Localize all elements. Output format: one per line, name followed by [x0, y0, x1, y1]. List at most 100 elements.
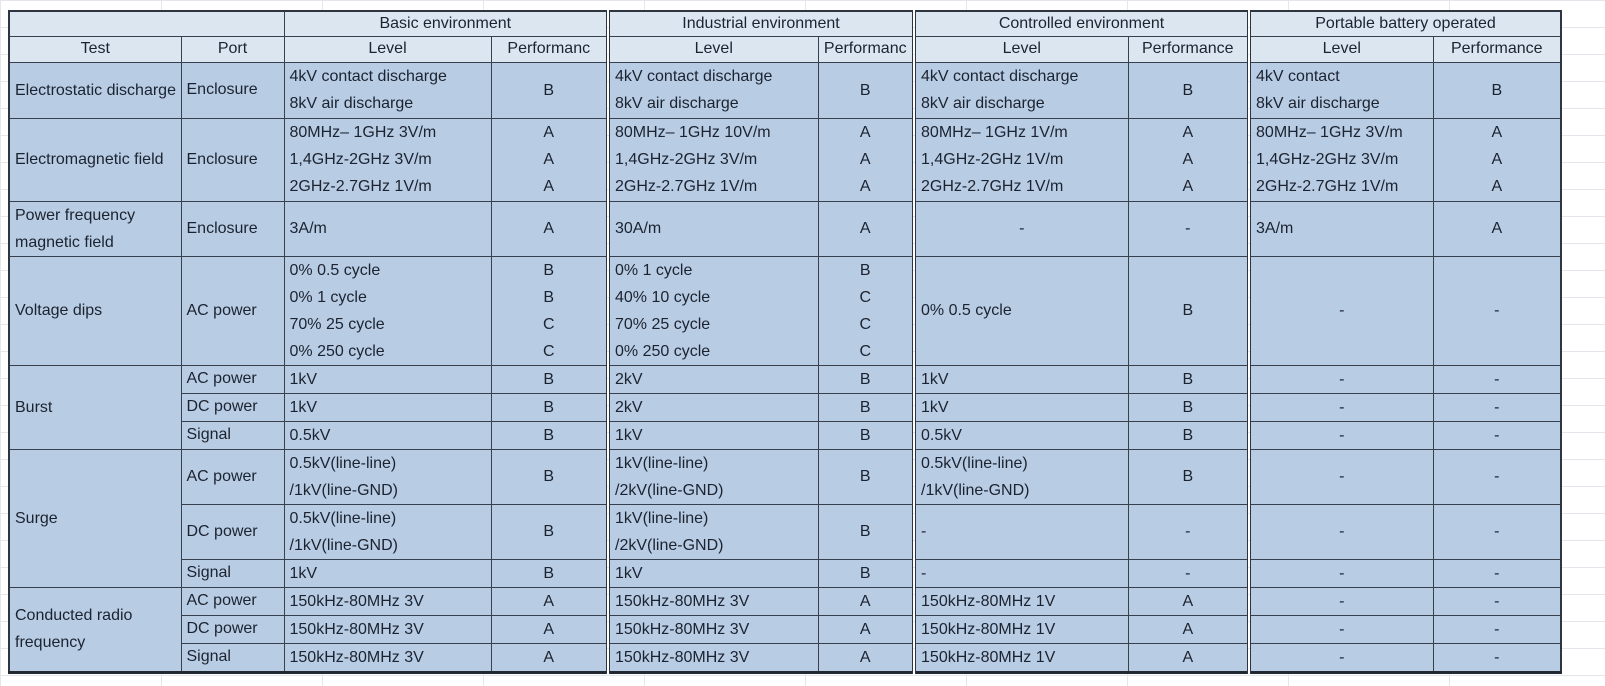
- controlled-level-cell: 0% 0.5 cycle: [912, 255, 1129, 366]
- cell-line: 1kV: [921, 398, 949, 416]
- industrial-level-cell: 150kHz-80MHz 3V: [606, 642, 819, 673]
- cell-line: 1,4GHz-2GHz 3V/m: [289, 151, 432, 168]
- cell-line: -: [1494, 302, 1500, 319]
- port-cell: Signal: [180, 420, 285, 450]
- port-cell: Signal: [180, 558, 285, 588]
- cell-line: B: [543, 370, 555, 388]
- cell-line: -: [1494, 398, 1500, 416]
- port-cell: AC power: [180, 586, 285, 616]
- cell-line: 8kV air discharge: [921, 95, 1045, 112]
- cell-line: -: [1494, 620, 1500, 638]
- cell-line: 3A/m: [1256, 220, 1294, 237]
- table-row-surge-dc: DC power 0.5kV(line-line)/1kV(line-GND) …: [9, 503, 1562, 560]
- cell-line: 8kV air discharge: [289, 95, 414, 112]
- cell-line: 0% 1 cycle: [615, 261, 693, 279]
- portable-performance-header: Performance: [1432, 35, 1562, 63]
- cell-line: -: [1339, 523, 1345, 540]
- portable-level-cell: -: [1247, 614, 1434, 644]
- cell-line: -: [1494, 468, 1500, 485]
- cell-line: -: [1185, 523, 1191, 540]
- cell-line: /2kV(line-GND): [615, 481, 724, 499]
- portable-performance-cell: -: [1432, 642, 1562, 673]
- industrial-level-cell: 2kV: [606, 392, 819, 422]
- cell-line: B: [543, 81, 555, 99]
- portable-level-cell: -: [1247, 392, 1434, 422]
- cell-line: 1kV: [615, 564, 643, 582]
- cell-line: B: [859, 468, 871, 485]
- cell-line: B: [543, 468, 555, 485]
- cell-line: A: [859, 220, 871, 237]
- cell-line: 0% 0.5 cycle: [921, 302, 1012, 319]
- cell-line: B: [543, 261, 555, 279]
- industrial-level-cell: 150kHz-80MHz 3V: [606, 586, 819, 616]
- controlled-level-cell: 1kV: [912, 364, 1129, 394]
- cell-line: -: [1019, 220, 1025, 237]
- portable-level-header: Level: [1247, 35, 1434, 63]
- basic-level-cell: 3A/m: [283, 200, 492, 257]
- cell-line: 2GHz-2.7GHz 1V/m: [921, 178, 1064, 195]
- industrial-performance-cell: A: [817, 586, 915, 616]
- cell-line: 0.5kV(line-line): [289, 509, 397, 527]
- portable-performance-cell: -: [1432, 255, 1562, 366]
- portable-level-cell: -: [1247, 586, 1434, 616]
- cell-line: -: [1339, 398, 1345, 416]
- corner-cell: [8, 10, 285, 37]
- cell-line: 0% 250 cycle: [615, 342, 711, 360]
- table-row-voltage-dips: Voltage dips AC power 0% 0.5 cycle 0% 1 c…: [8, 255, 1562, 366]
- cell-line: 1kV: [289, 398, 318, 416]
- portable-level-cell: 4kV contact 8kV air discharge: [1247, 61, 1434, 119]
- cell-line: -: [1339, 370, 1345, 388]
- cell-line: 150kHz-80MHz 3V: [289, 620, 424, 638]
- cell-line: A: [1491, 178, 1503, 195]
- test-cell: Conducted radio frequency: [8, 586, 182, 673]
- port-cell: DC power: [180, 503, 285, 560]
- cell-line: B: [1182, 398, 1194, 416]
- cell-line: -: [1494, 564, 1500, 582]
- cell-line: 4kV contact: [1256, 68, 1340, 85]
- cell-line: -: [1494, 370, 1500, 388]
- cell-line: B: [1182, 426, 1194, 444]
- cell-line: 0% 0.5 cycle: [289, 261, 381, 279]
- cell-line: 2GHz-2.7GHz 1V/m: [615, 178, 758, 195]
- cell-line: B: [1182, 81, 1194, 99]
- cell-line: C: [542, 315, 555, 333]
- industrial-performance-cell: B: [817, 558, 915, 588]
- cell-line: 80MHz– 1GHz 10V/m: [615, 124, 771, 141]
- cell-line: 2GHz-2.7GHz 1V/m: [1256, 178, 1399, 195]
- portable-performance-cell: -: [1432, 392, 1562, 422]
- cell-line: A: [543, 124, 555, 141]
- basic-performance-cell: A: [490, 642, 609, 673]
- controlled-performance-cell: B: [1127, 392, 1250, 422]
- controlled-performance-cell: A: [1127, 614, 1250, 644]
- table-row-burst-ac: Burst AC power 1kV B 2kV B 1kV B - -: [8, 364, 1562, 450]
- cell-line: 70% 25 cycle: [289, 315, 385, 333]
- basic-level-cell: 4kV contact discharge 8kV air discharge: [283, 61, 492, 119]
- port-cell: AC power: [180, 255, 285, 366]
- cell-line: 1,4GHz-2GHz 3V/m: [615, 151, 758, 168]
- cell-line: B: [859, 370, 871, 388]
- cell-line: 1kV(line-line): [615, 454, 709, 472]
- cell-line: A: [1182, 151, 1194, 168]
- portable-performance-cell: A: [1432, 200, 1562, 257]
- cell-line: 0.5kV(line-line): [289, 454, 397, 472]
- portable-performance-cell: -: [1432, 420, 1562, 450]
- cell-line: 4kV contact discharge: [921, 68, 1079, 85]
- controlled-level-cell: 150kHz-80MHz 1V: [912, 586, 1129, 616]
- cell-line: 2GHz-2.7GHz 1V/m: [289, 178, 432, 195]
- basic-level-cell: 0.5kV: [283, 420, 492, 450]
- test-cell: Electrostatic discharge: [8, 61, 182, 119]
- cell-line: -: [1339, 592, 1345, 610]
- cell-line: A: [543, 592, 555, 610]
- port-cell: Enclosure: [180, 117, 285, 202]
- portable-level-cell: 3A/m: [1247, 200, 1434, 257]
- portable-level-cell: -: [1247, 642, 1434, 673]
- controlled-level-cell: 4kV contact discharge 8kV air discharge: [912, 61, 1129, 119]
- cell-line: A: [1182, 648, 1194, 666]
- cell-line: 8kV air discharge: [615, 95, 739, 112]
- table-row-conducted-rf-dc: DC power 150kHz-80MHz 3V A 150kHz-80MHz …: [9, 614, 1562, 644]
- cell-line: -: [921, 564, 927, 582]
- port-cell: AC power: [180, 364, 285, 394]
